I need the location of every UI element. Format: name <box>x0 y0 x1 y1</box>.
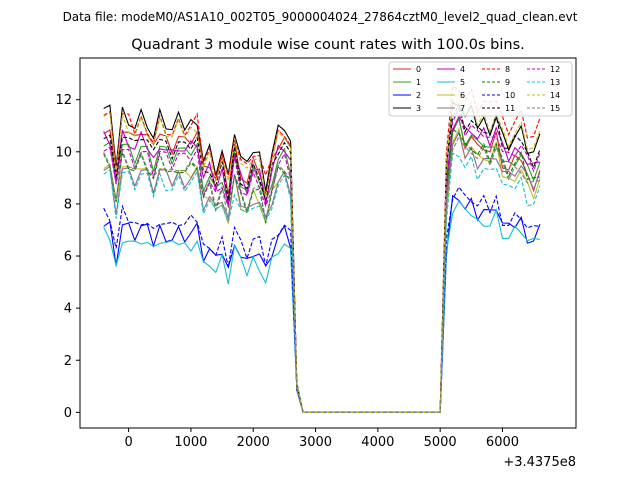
x-tick-label: 4000 <box>361 435 394 450</box>
y-tick-label: 12 <box>55 93 72 108</box>
legend-label-10: 10 <box>505 91 515 100</box>
legend-frame <box>388 61 573 117</box>
legend-label-4: 4 <box>460 65 465 74</box>
y-tick-label: 2 <box>64 354 72 369</box>
y-tick-label: 6 <box>64 250 72 265</box>
series-line-7 <box>103 130 541 413</box>
series-line-9 <box>103 128 540 413</box>
y-tick-label: 0 <box>64 406 72 421</box>
series-line-15 <box>103 135 540 413</box>
axes-ticks: 0 1000 2000 3000 4000 5000 6000 0 2 4 6 8 10 12 <box>55 93 519 450</box>
suptitle: Data file: modeM0/AS1A10_002T05_90000040… <box>63 10 578 24</box>
chart-title: Quadrant 3 module wise count rates with … <box>131 37 525 53</box>
x-tick-label: 0 <box>124 435 132 450</box>
legend-label-5: 5 <box>460 78 465 87</box>
x-tick-label: 5000 <box>424 435 457 450</box>
legend-label-11: 11 <box>505 104 515 113</box>
x-offset-label: +3.4375e8 <box>503 455 576 470</box>
legend-label-2: 2 <box>416 91 421 100</box>
x-tick-label: 3000 <box>299 435 332 450</box>
legend-label-13: 13 <box>550 78 560 87</box>
series-line-13 <box>103 152 541 413</box>
legend-label-12: 12 <box>550 65 560 74</box>
legend-label-3: 3 <box>416 104 421 113</box>
series-line-5 <box>103 200 540 413</box>
x-tick-label: 1000 <box>174 435 207 450</box>
series-line-8 <box>103 85 541 413</box>
series-line-10 <box>103 186 540 413</box>
legend-label-6: 6 <box>460 91 465 100</box>
series-line-11 <box>103 102 541 413</box>
legend-label-1: 1 <box>416 78 421 87</box>
y-tick-label: 4 <box>64 302 72 317</box>
plot-series <box>103 85 541 413</box>
series-line-14 <box>103 98 541 413</box>
legend-label-0: 0 <box>416 65 421 74</box>
legend-label-14: 14 <box>550 91 560 100</box>
legend-label-8: 8 <box>505 65 510 74</box>
y-tick-label: 8 <box>64 197 72 212</box>
x-tick-label: 2000 <box>237 435 270 450</box>
y-tick-label: 10 <box>55 145 72 160</box>
legend-label-15: 15 <box>550 104 560 113</box>
legend-label-7: 7 <box>460 104 465 113</box>
series-line-1 <box>103 117 541 413</box>
series-line-2 <box>103 194 541 413</box>
plot-frame <box>79 57 577 429</box>
x-tick-label: 6000 <box>486 435 519 450</box>
legend-label-9: 9 <box>505 78 510 87</box>
